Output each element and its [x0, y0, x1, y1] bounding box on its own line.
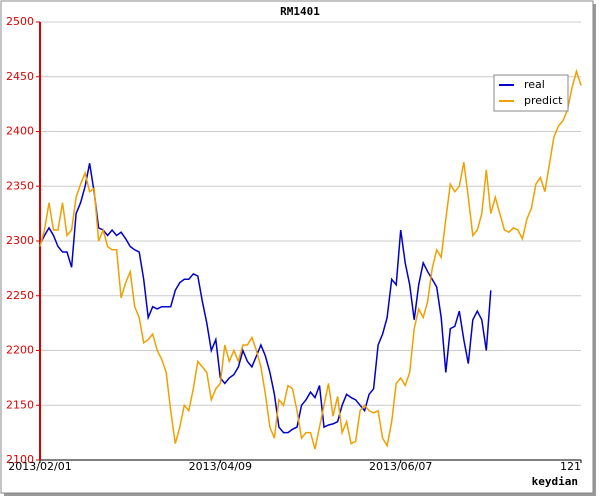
legend-label: real [524, 78, 545, 91]
x-tick-label: 121 [560, 460, 581, 473]
legend-label: predict [524, 94, 563, 107]
chart-title: RM1401 [280, 5, 320, 18]
y-tick-label: 2400 [6, 125, 34, 138]
x-axis-label: keydian [532, 475, 578, 488]
y-tick-label: 2450 [6, 70, 34, 83]
y-tick-label: 2500 [6, 15, 34, 28]
line-series [39, 68, 582, 450]
y-tick-label: 2100 [6, 453, 34, 466]
y-tick-label: 2350 [6, 179, 34, 192]
y-tick-label: 2250 [6, 289, 34, 302]
y-tick-label: 2300 [6, 234, 34, 247]
x-tick-label: 2013/06/07 [369, 460, 432, 473]
x-tick-label: 2013/04/09 [189, 460, 252, 473]
y-tick-label: 2200 [6, 344, 34, 357]
y-tick-label: 2150 [6, 398, 34, 411]
x-tick-label: 2013/02/01 [8, 460, 71, 473]
line-series [39, 163, 492, 434]
legend-box [493, 74, 569, 112]
